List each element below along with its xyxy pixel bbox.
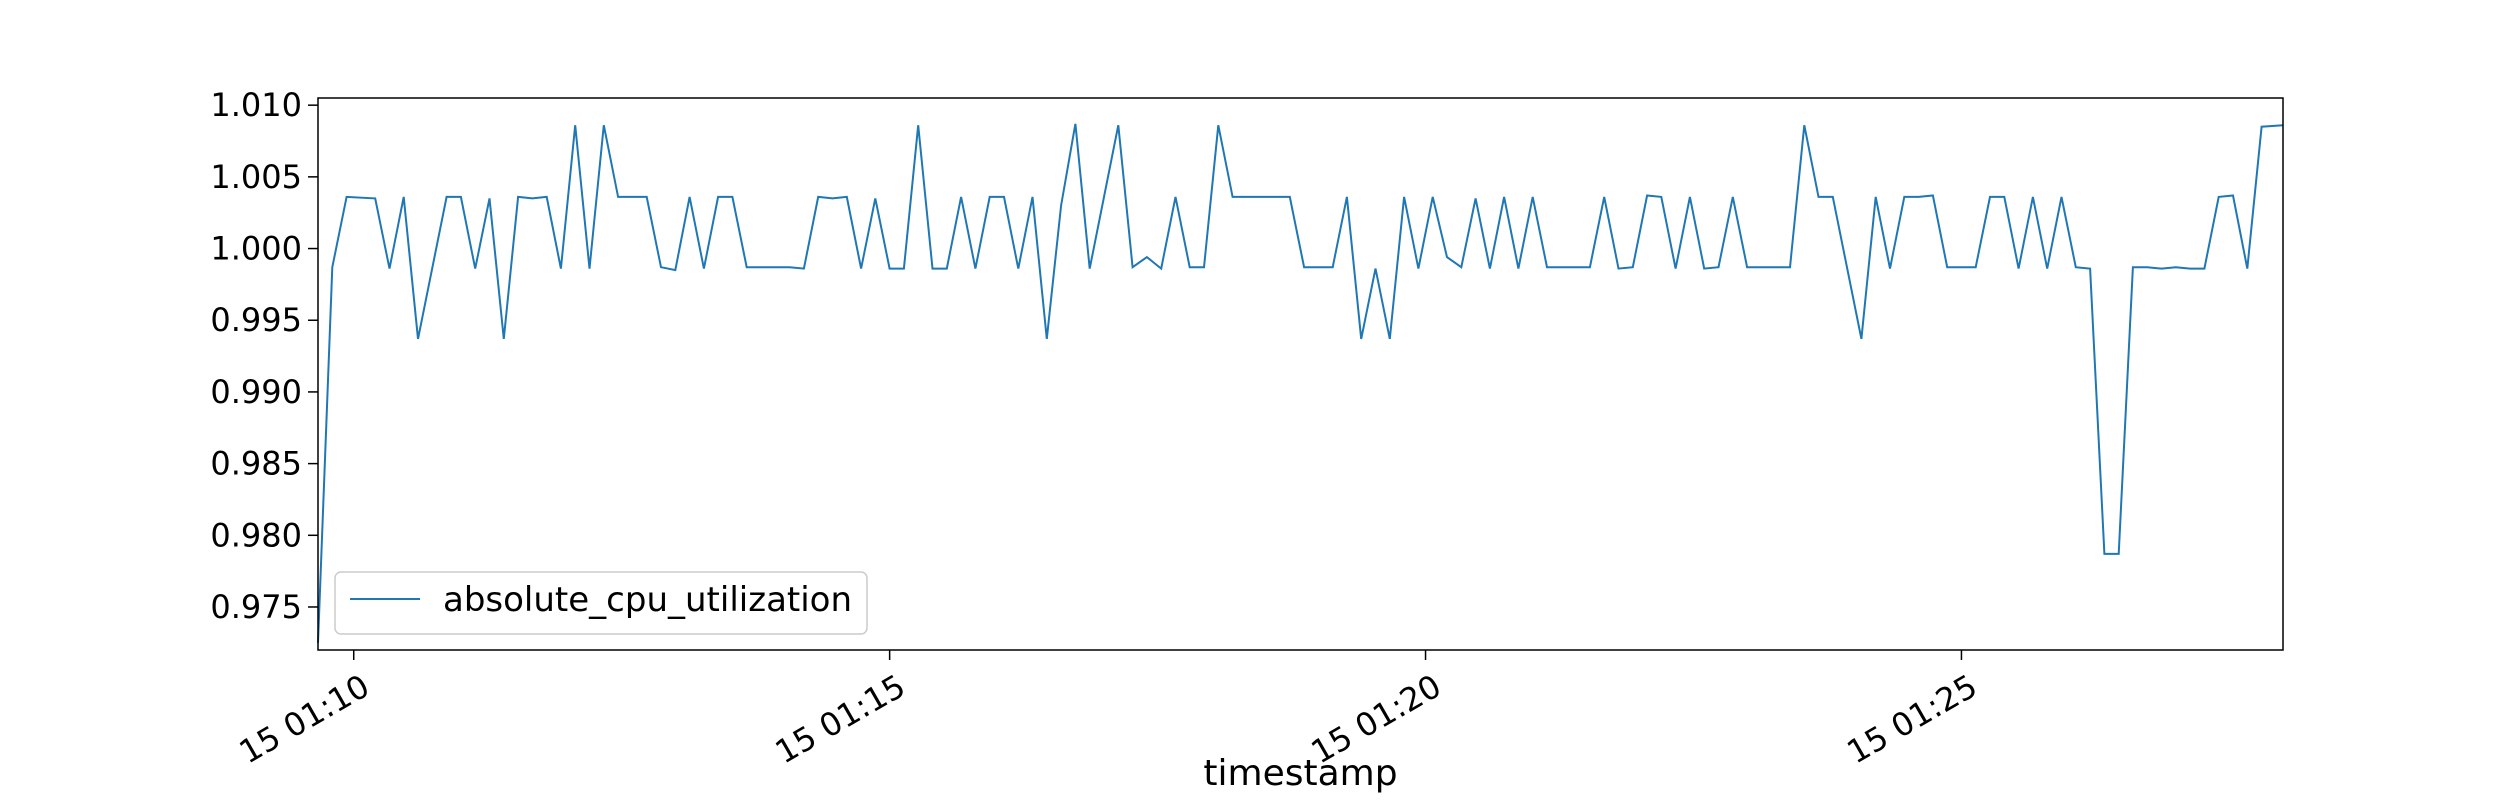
y-tick-label: 0.975 [210, 588, 302, 626]
x-tick-label: 15 01:10 [233, 667, 376, 771]
y-tick-label: 0.980 [210, 516, 302, 554]
y-tick-label: 0.990 [210, 373, 302, 411]
series-line-absolute_cpu_utilization [317, 123, 2284, 643]
x-axis-label: timestamp [1203, 753, 1397, 794]
y-axis: 0.975 0.980 0.985 0.990 0.995 1.000 1.005 1.010 [210, 86, 318, 626]
y-tick-label: 1.005 [210, 158, 302, 196]
plot-frame [317, 97, 2284, 651]
legend-box [334, 571, 868, 635]
legend: absolute_cpu_utilization [334, 571, 868, 635]
y-tick-label: 0.985 [210, 445, 302, 483]
y-tick-label: 1.010 [210, 86, 302, 124]
x-axis: 15 01:10 15 01:15 15 01:20 15 01:25 [233, 650, 1984, 771]
y-tick-label: 1.000 [210, 230, 302, 268]
y-tick-label: 0.995 [210, 301, 302, 339]
x-tick-label: 15 01:25 [1841, 667, 1984, 771]
x-tick-label: 15 01:15 [769, 667, 912, 771]
legend-label-absolute_cpu_utilization: absolute_cpu_utilization [443, 580, 852, 620]
